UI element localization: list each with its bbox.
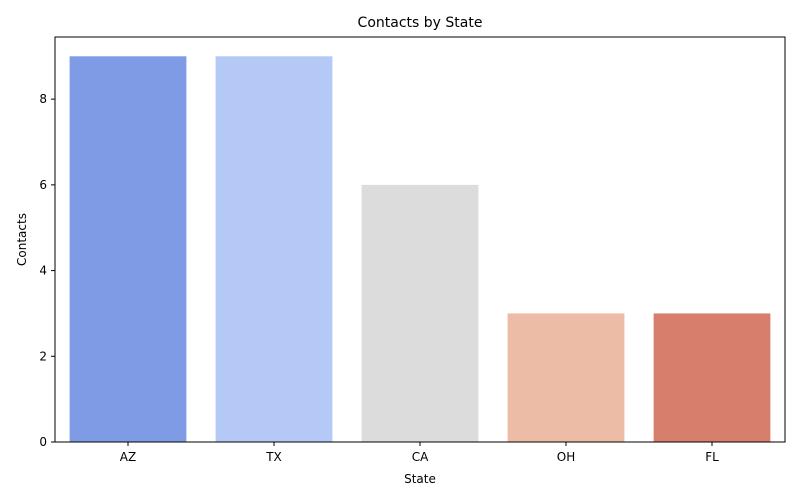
bar-oh: [507, 313, 625, 442]
x-tick-label: FL: [705, 450, 719, 464]
y-axis-ticks: 0 2 4 6 8: [39, 92, 55, 449]
bar-fl: [653, 313, 771, 442]
bar-az: [69, 56, 187, 443]
chart-title: Contacts by State: [358, 15, 483, 31]
x-tick-label: AZ: [120, 450, 136, 464]
y-axis-label: Contacts: [15, 213, 29, 266]
bars-group: [69, 56, 771, 443]
x-axis-ticks: AZ TX CA OH FL: [120, 442, 719, 464]
bar-tx: [215, 56, 333, 443]
x-tick-label: TX: [265, 450, 282, 464]
y-tick-label: 4: [39, 264, 47, 278]
y-tick-label: 0: [39, 435, 47, 449]
x-axis-label: State: [404, 472, 436, 486]
y-tick-label: 6: [39, 178, 47, 192]
y-tick-label: 8: [39, 92, 47, 106]
x-tick-label: OH: [557, 450, 575, 464]
y-tick-label: 2: [39, 349, 47, 363]
plot-frame: [54, 36, 786, 443]
x-tick-label: CA: [412, 450, 429, 464]
bar-ca: [361, 184, 479, 442]
